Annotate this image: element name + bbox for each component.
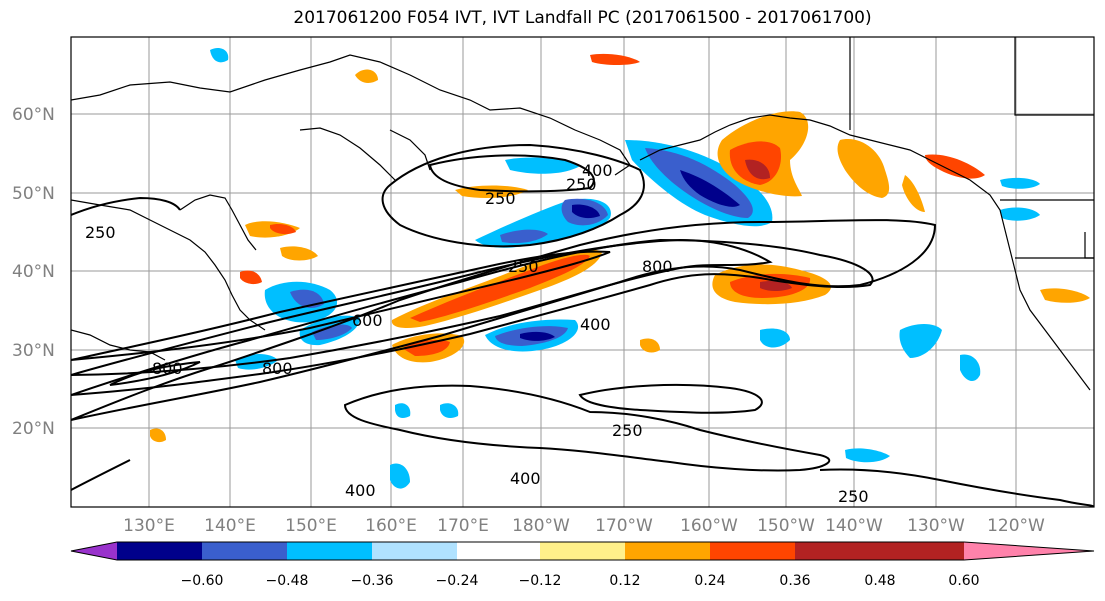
lon-label: 170°E <box>437 516 489 536</box>
contour-label: 400 <box>510 469 541 488</box>
contour-label: 400 <box>345 481 376 500</box>
colorbar-tick-label: −0.48 <box>266 573 309 589</box>
map-frame <box>70 36 1095 508</box>
lon-label: 180°W <box>512 516 570 536</box>
map-plot-area: 400 250 250 800 250 400 600 800 800 250 … <box>70 36 1095 508</box>
contour-label: 250 <box>612 421 643 440</box>
contour-label: 400 <box>580 315 611 334</box>
contour-label: 250 <box>485 189 516 208</box>
colorbar-tick-label: −0.12 <box>519 573 562 589</box>
colorbar-segment <box>372 542 457 560</box>
lat-label-60n: 60°N <box>12 105 55 125</box>
lon-label: 140°E <box>204 516 256 536</box>
lat-label-30n: 30°N <box>12 341 55 361</box>
lon-label: 150°E <box>285 516 337 536</box>
ivt-contours <box>71 143 1094 507</box>
lat-label-40n: 40°N <box>12 262 55 282</box>
lon-label: 170°W <box>595 516 653 536</box>
colorbar-tick-label: 0.36 <box>779 573 810 589</box>
colorbar-tick-label: 0.12 <box>609 573 640 589</box>
colorbar-right-extend <box>964 542 1094 560</box>
coastlines <box>71 37 1094 391</box>
map-title: 2017061200 F054 IVT, IVT Landfall PC (20… <box>293 8 872 28</box>
colorbar-left-extend <box>71 542 117 560</box>
colorbar-segment <box>457 542 540 560</box>
contour-label: 250 <box>838 487 869 506</box>
contour-label: 800 <box>262 359 293 378</box>
colorbar-tick-label: −0.36 <box>351 573 394 589</box>
colorbar-segment <box>202 542 287 560</box>
colorbar-segment <box>795 542 880 560</box>
lon-label: 140°W <box>825 516 883 536</box>
lon-label: 120°W <box>987 516 1045 536</box>
colorbar-tick-label: −0.60 <box>181 573 224 589</box>
contour-labels: 400 250 250 800 250 400 600 800 800 250 … <box>85 161 869 506</box>
colorbar-tick-label: 0.48 <box>864 573 895 589</box>
contour-label: 600 <box>352 311 383 330</box>
colorbar-tick-label: −0.24 <box>436 573 479 589</box>
colorbar: −0.60 −0.48 −0.36 −0.24 −0.12 0.12 0.24 … <box>70 541 1095 589</box>
contour-label: 400 <box>582 161 613 180</box>
lon-label: 160°W <box>680 516 738 536</box>
colorbar-segment <box>710 542 795 560</box>
latitude-labels: 60°N 50°N 40°N 30°N 20°N <box>12 105 55 439</box>
contour-label: 250 <box>508 257 539 276</box>
colorbar-segment <box>117 542 202 560</box>
lon-label: 150°W <box>757 516 815 536</box>
longitude-labels: 130°E 140°E 150°E 160°E 170°E 180°W 170°… <box>123 516 1045 536</box>
contour-label: 250 <box>566 175 597 194</box>
contour-label: 800 <box>152 359 183 378</box>
colorbar-tick-label: 0.60 <box>948 573 979 589</box>
colorbar-tick-label: 0.24 <box>694 573 725 589</box>
lat-label-50n: 50°N <box>12 184 55 204</box>
contour-label: 800 <box>642 257 673 276</box>
contour-label: 250 <box>85 223 116 242</box>
colorbar-segment <box>880 542 964 560</box>
lon-label: 130°E <box>123 516 175 536</box>
colorbar-segment <box>540 542 625 560</box>
lat-label-20n: 20°N <box>12 419 55 439</box>
colorbar-segment <box>625 542 710 560</box>
lon-label: 130°W <box>907 516 965 536</box>
colorbar-segment <box>287 542 372 560</box>
lon-label: 160°E <box>365 516 417 536</box>
